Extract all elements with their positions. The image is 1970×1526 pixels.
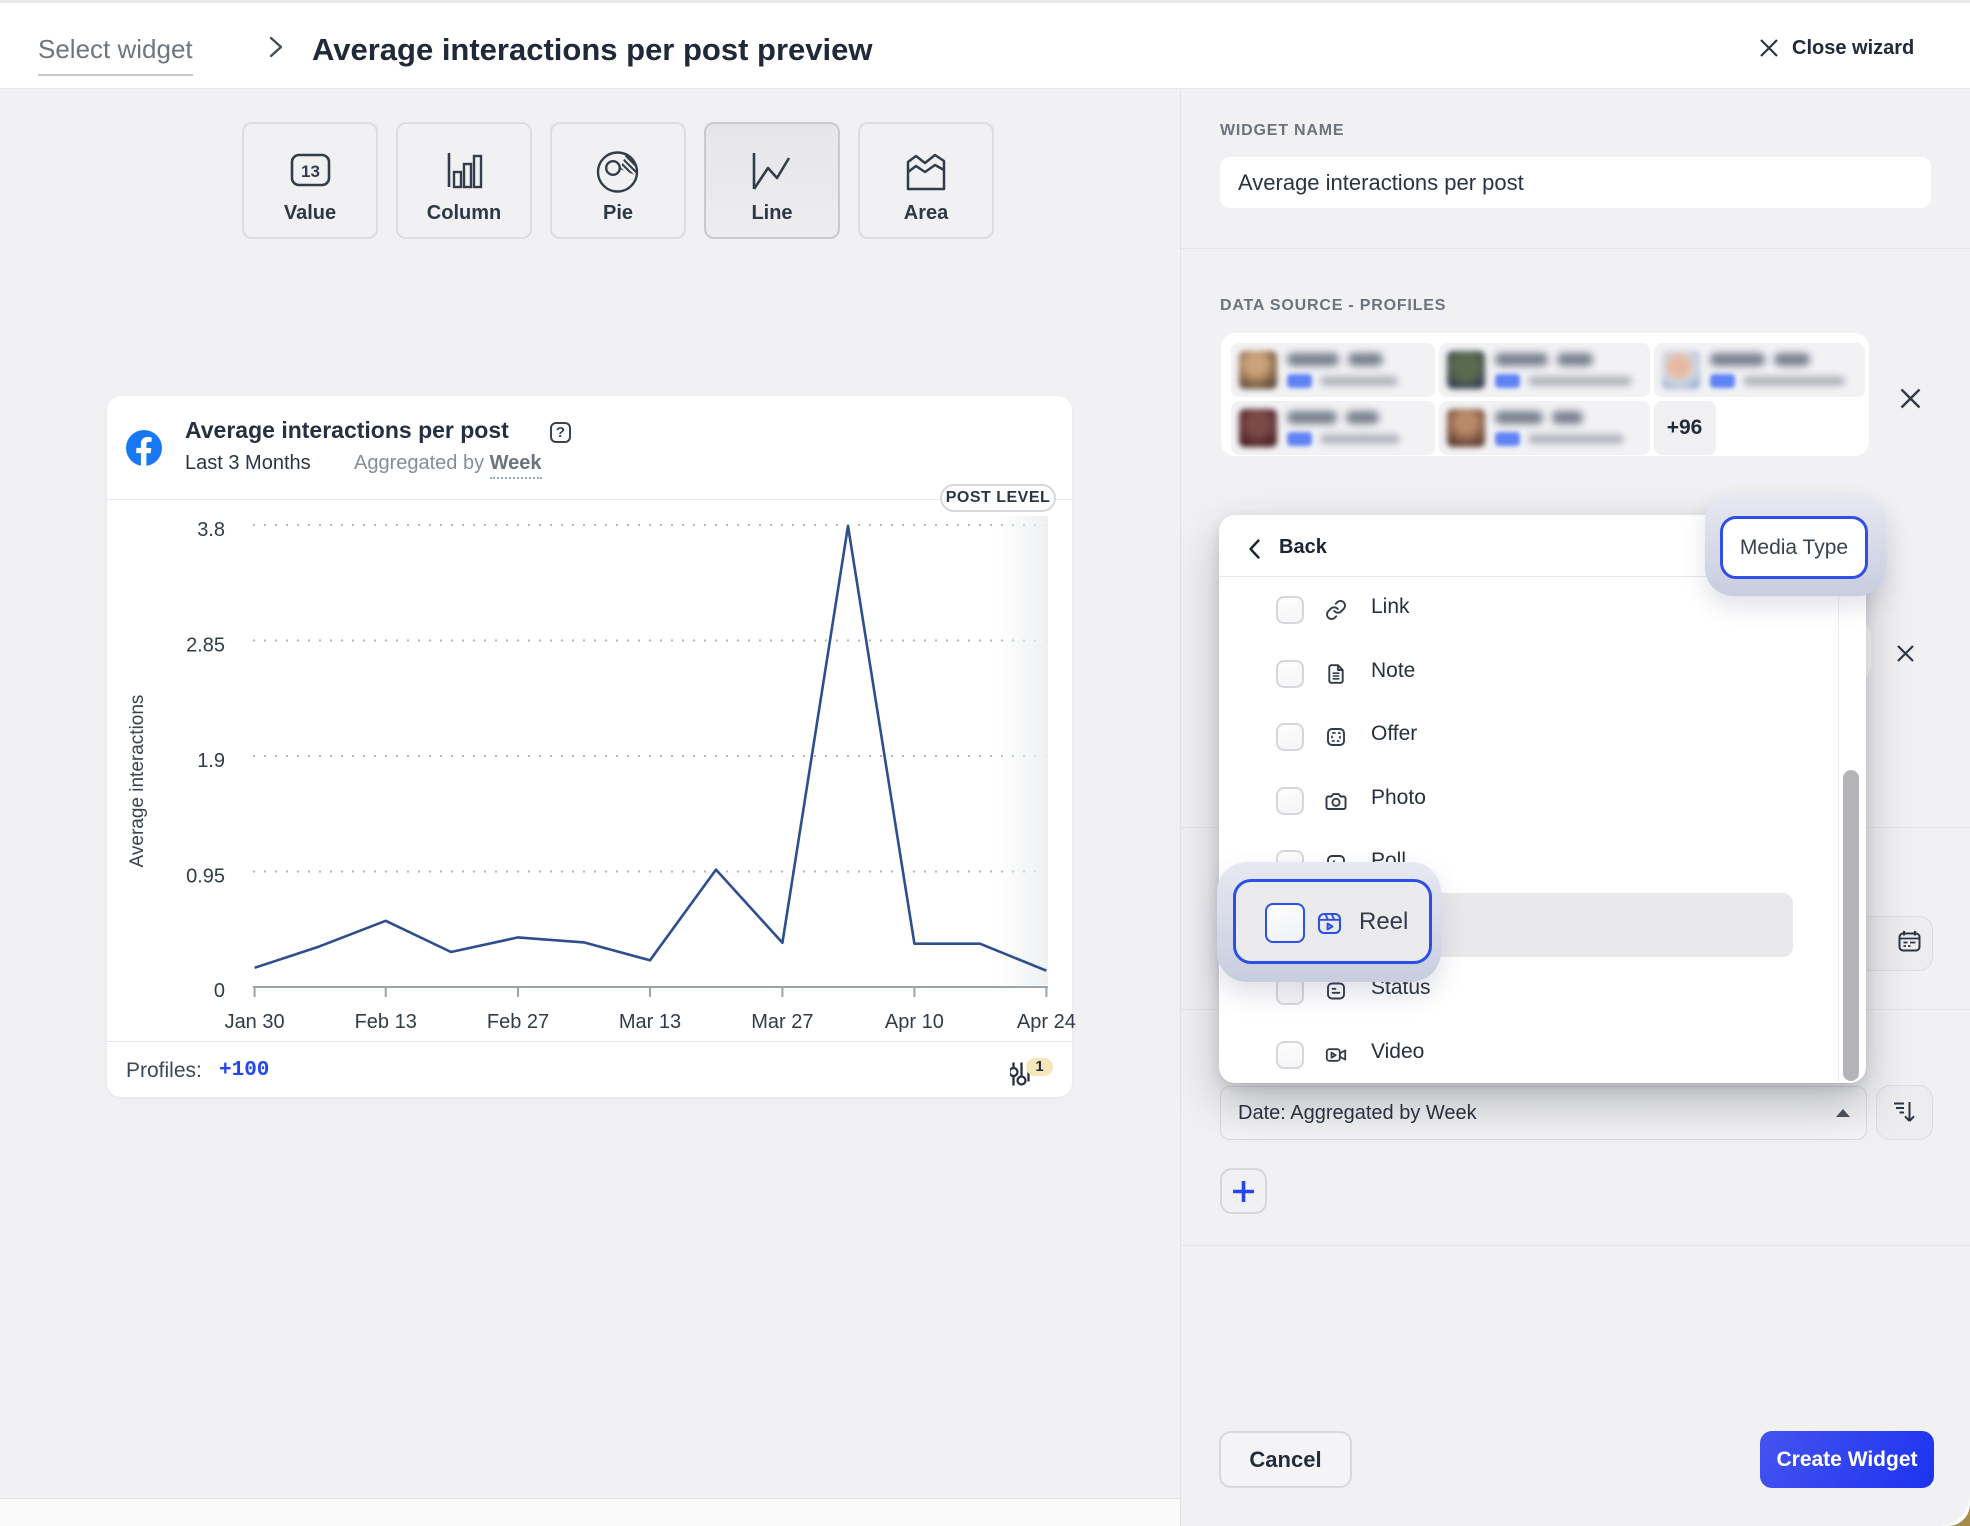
svg-text:3.8: 3.8	[197, 519, 225, 541]
svg-text:0.95: 0.95	[186, 866, 225, 888]
svg-text:13: 13	[301, 162, 320, 181]
svg-text:Mar 13: Mar 13	[619, 1011, 681, 1033]
svg-text:Apr 10: Apr 10	[885, 1011, 944, 1033]
svg-text:2.85: 2.85	[186, 635, 225, 657]
svg-text:Feb 27: Feb 27	[487, 1011, 549, 1033]
svg-text:1.9: 1.9	[197, 750, 225, 772]
svg-text:Jan 30: Jan 30	[225, 1011, 285, 1033]
svg-text:Average interactions: Average interactions	[127, 695, 148, 868]
svg-text:Feb 13: Feb 13	[355, 1011, 417, 1033]
svg-text:Mar 27: Mar 27	[751, 1011, 813, 1033]
svg-text:0: 0	[214, 980, 225, 1002]
svg-text:Apr 24: Apr 24	[1017, 1011, 1076, 1033]
